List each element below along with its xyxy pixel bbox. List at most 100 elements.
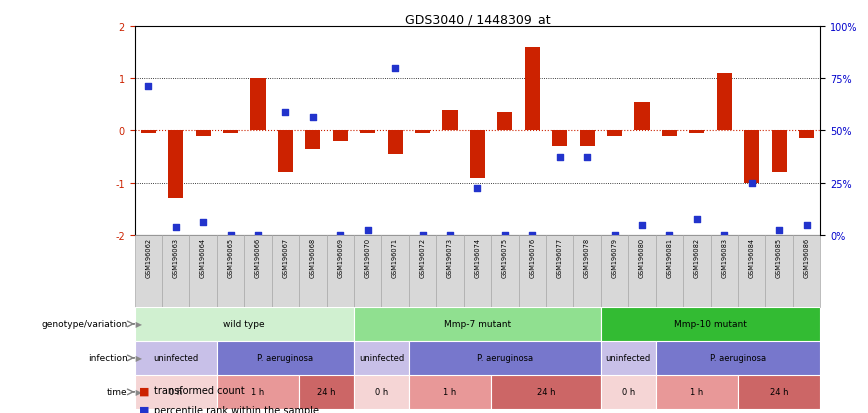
Text: GSM196082: GSM196082 xyxy=(694,237,700,278)
Bar xyxy=(135,307,354,341)
Bar xyxy=(388,131,403,154)
Bar xyxy=(635,102,649,131)
Point xyxy=(416,232,430,239)
Bar xyxy=(766,235,792,307)
Bar xyxy=(168,131,183,199)
Bar xyxy=(655,375,738,409)
Bar xyxy=(409,235,437,307)
Bar xyxy=(415,131,430,134)
Point xyxy=(251,232,265,239)
Text: GSM196085: GSM196085 xyxy=(776,237,782,278)
Text: uninfected: uninfected xyxy=(358,354,404,363)
Bar xyxy=(552,131,567,147)
Bar xyxy=(662,131,677,136)
Point xyxy=(717,232,731,239)
Bar xyxy=(518,235,546,307)
Bar xyxy=(628,235,655,307)
Bar xyxy=(443,110,457,131)
Bar xyxy=(580,131,595,147)
Point xyxy=(635,222,649,228)
Bar xyxy=(792,235,820,307)
Text: ▶: ▶ xyxy=(133,387,142,396)
Point xyxy=(662,232,676,239)
Point xyxy=(361,227,375,233)
Point xyxy=(498,232,512,239)
Bar xyxy=(601,307,820,341)
Text: 1 h: 1 h xyxy=(444,387,457,396)
Text: 24 h: 24 h xyxy=(770,387,788,396)
Point xyxy=(470,185,484,192)
Point xyxy=(690,216,704,223)
Bar xyxy=(601,235,628,307)
Text: P. aeruginosa: P. aeruginosa xyxy=(710,354,766,363)
Bar xyxy=(217,235,244,307)
Bar xyxy=(354,341,409,375)
Bar xyxy=(601,341,655,375)
Bar xyxy=(525,48,540,131)
Bar xyxy=(464,235,491,307)
Bar xyxy=(655,235,683,307)
Text: GSM196081: GSM196081 xyxy=(667,237,673,278)
Point xyxy=(168,224,182,231)
Text: transformed count: transformed count xyxy=(154,385,245,395)
Bar xyxy=(546,235,574,307)
Bar xyxy=(135,235,162,307)
Text: GSM196086: GSM196086 xyxy=(804,237,810,278)
Bar xyxy=(354,307,601,341)
Text: GSM196076: GSM196076 xyxy=(529,237,536,278)
Bar xyxy=(491,235,518,307)
Bar xyxy=(332,131,348,142)
Bar xyxy=(409,341,601,375)
Text: GSM196069: GSM196069 xyxy=(338,237,343,278)
Bar xyxy=(683,235,711,307)
Text: 0 h: 0 h xyxy=(621,387,635,396)
Bar xyxy=(278,131,293,173)
Text: ▶: ▶ xyxy=(133,354,142,363)
Text: ■: ■ xyxy=(139,405,149,413)
Text: P. aeruginosa: P. aeruginosa xyxy=(477,354,533,363)
Point xyxy=(388,65,402,72)
Bar xyxy=(189,235,217,307)
Text: P. aeruginosa: P. aeruginosa xyxy=(257,354,313,363)
Bar xyxy=(470,131,485,178)
Bar xyxy=(437,235,464,307)
Bar xyxy=(223,131,238,134)
Text: GSM196072: GSM196072 xyxy=(419,237,425,278)
Text: percentile rank within the sample: percentile rank within the sample xyxy=(154,405,319,413)
Point xyxy=(773,227,786,233)
Text: GSM196064: GSM196064 xyxy=(201,237,206,278)
Bar xyxy=(251,79,266,131)
Bar xyxy=(717,74,732,131)
Bar xyxy=(655,341,820,375)
Point xyxy=(745,180,759,187)
Text: GSM196068: GSM196068 xyxy=(310,237,316,278)
Bar xyxy=(135,375,217,409)
Point xyxy=(580,154,594,161)
Text: GSM196077: GSM196077 xyxy=(556,237,562,278)
Point xyxy=(279,109,293,116)
Text: GSM196083: GSM196083 xyxy=(721,237,727,278)
Point xyxy=(196,219,210,226)
Bar xyxy=(381,235,409,307)
Point xyxy=(141,83,155,90)
Bar xyxy=(135,341,217,375)
Text: GSM196065: GSM196065 xyxy=(227,237,233,278)
Point xyxy=(525,232,539,239)
Bar xyxy=(354,375,409,409)
Text: GSM196070: GSM196070 xyxy=(365,237,371,278)
Text: GSM196062: GSM196062 xyxy=(145,237,151,278)
Bar xyxy=(195,131,211,136)
Title: GDS3040 / 1448309_at: GDS3040 / 1448309_at xyxy=(404,13,550,26)
Bar xyxy=(272,235,299,307)
Bar xyxy=(141,131,155,134)
Text: 0 h: 0 h xyxy=(169,387,182,396)
Bar xyxy=(162,235,189,307)
Bar xyxy=(306,131,320,150)
Bar xyxy=(217,341,354,375)
Text: GSM196078: GSM196078 xyxy=(584,237,590,278)
Text: GSM196073: GSM196073 xyxy=(447,237,453,278)
Text: ▶: ▶ xyxy=(133,320,142,329)
Bar xyxy=(491,375,601,409)
Bar xyxy=(689,131,704,134)
Bar xyxy=(601,375,655,409)
